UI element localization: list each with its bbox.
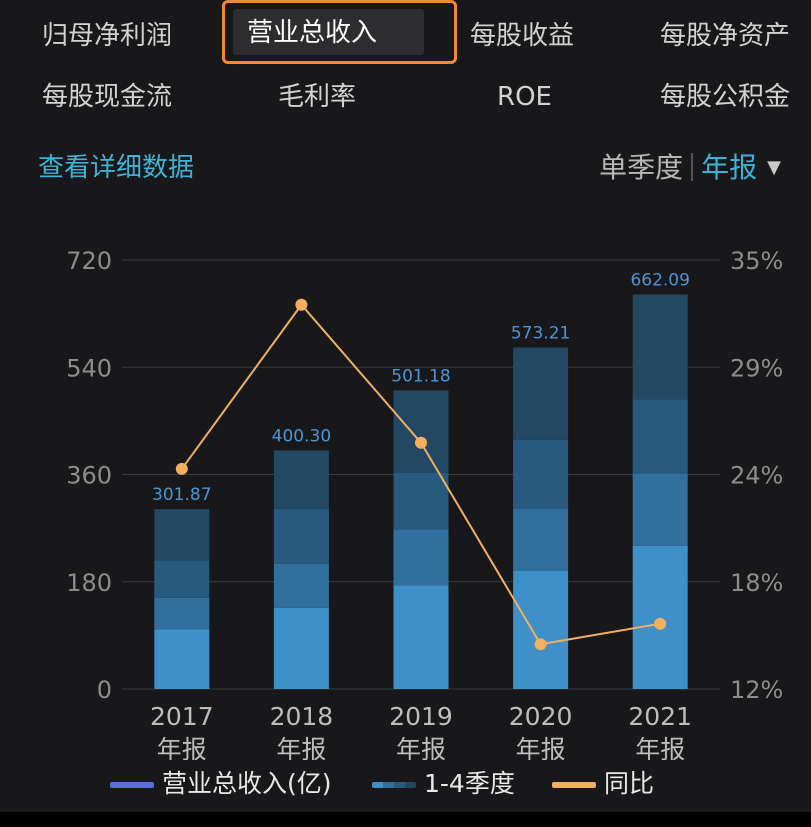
x-tick-suffix: 年报: [276, 735, 326, 760]
bar-segment-q2: [154, 597, 210, 630]
bar-value-label: 400.30: [272, 426, 331, 446]
x-tick-year: 2018: [270, 702, 334, 731]
bar-segment-q1: [393, 585, 449, 689]
bar-value-label: 662.09: [630, 271, 689, 291]
bar-segment-q3: [513, 439, 569, 509]
y-tick-label: 180: [66, 569, 112, 597]
bar-segment-q1: [154, 629, 210, 689]
bar-segment-q2: [632, 473, 688, 546]
tab-reserve-per-share[interactable]: 每股公积金: [660, 82, 791, 112]
yoy-point: [295, 298, 308, 311]
bar-segment-q4: [632, 294, 688, 400]
bar-segment-q3: [632, 399, 688, 474]
tab-total-revenue-label: 营业总收入: [247, 18, 378, 48]
y-tick-label: 540: [66, 354, 112, 382]
bar-segment-q3: [154, 560, 210, 598]
chart-legend: 营业总收入(亿) 1-4季度 同比: [0, 764, 811, 804]
legend-item-total: 营业总收入(亿): [110, 764, 332, 804]
y2-tick-label: 29%: [730, 354, 783, 382]
bar-segment-q2: [273, 563, 329, 608]
bottom-bar: [0, 812, 811, 827]
legend-item-quarters: 1-4季度: [372, 764, 515, 804]
y-tick-label: 720: [66, 247, 112, 275]
x-tick-year: 2019: [389, 702, 453, 731]
legend-label-yoy: 同比: [604, 769, 655, 798]
y2-tick-label: 12%: [730, 676, 783, 704]
period-annual-option[interactable]: 年报: [701, 151, 758, 184]
period-switch: 单季度 年报 ▼: [599, 148, 781, 188]
bar-segment-q4: [393, 390, 449, 473]
tab-cash-flow-per-share[interactable]: 每股现金流: [42, 82, 173, 112]
view-detail-link[interactable]: 查看详细数据: [38, 153, 195, 183]
bar-segment-q1: [273, 607, 329, 689]
tab-total-revenue[interactable]: 营业总收入: [222, 0, 457, 64]
bar-segment-q1: [632, 545, 688, 689]
yoy-point: [534, 638, 547, 651]
revenue-chart: 0 180 360 540 720 12% 18% 24% 29% 35% 301.87 2017 年报…: [66, 247, 783, 760]
y-tick-label: 0: [97, 676, 112, 704]
x-tick-year: 2020: [509, 702, 573, 731]
bar-value-label: 501.18: [391, 366, 450, 386]
y2-tick-label: 35%: [730, 247, 783, 275]
chevron-down-icon[interactable]: ▼: [767, 157, 781, 178]
bar-segment-q3: [273, 508, 329, 564]
tab-bvps[interactable]: 每股净资产: [660, 21, 791, 51]
bar-segment-q4: [154, 509, 210, 561]
y2-tick-label: 18%: [730, 569, 783, 597]
bar-segment-q4: [513, 347, 569, 440]
legend-label-total: 营业总收入(亿): [162, 769, 332, 798]
x-tick-suffix: 年报: [157, 735, 207, 760]
bar-value-label: 301.87: [152, 485, 211, 505]
bar-segment-q3: [393, 472, 449, 530]
y-tick-label: 360: [66, 462, 112, 490]
x-tick-suffix: 年报: [516, 735, 566, 760]
x-tick-suffix: 年报: [635, 735, 685, 760]
bar-segment-q2: [393, 529, 449, 586]
x-tick-suffix: 年报: [396, 735, 446, 760]
legend-item-yoy: 同比: [552, 764, 654, 804]
legend-swatch-yoy: [552, 782, 596, 788]
period-quarterly-option[interactable]: 单季度: [599, 151, 684, 184]
bar-value-label: 573.21: [511, 323, 570, 343]
legend-swatch-quarters: [372, 782, 416, 788]
legend-label-quarters: 1-4季度: [424, 769, 515, 798]
yoy-point: [175, 462, 188, 475]
yoy-point: [415, 436, 427, 449]
tab-net-profit[interactable]: 归母净利润: [42, 21, 173, 51]
y2-tick-label: 24%: [730, 462, 783, 490]
x-tick-year: 2017: [150, 702, 214, 731]
legend-swatch-total: [110, 782, 154, 788]
bar-segment-q2: [513, 508, 569, 571]
bar-segment-q4: [273, 450, 329, 509]
x-tick-year: 2021: [628, 702, 692, 731]
period-divider: [691, 153, 694, 181]
tab-eps[interactable]: 每股收益: [470, 21, 575, 51]
yoy-point: [654, 617, 667, 630]
tab-gross-margin[interactable]: 毛利率: [278, 82, 357, 112]
tab-roe[interactable]: ROE: [497, 82, 552, 112]
bar-segment-q1: [513, 570, 569, 689]
indicator-tabs: 归母净利润 营业总收入 每股收益 每股净资产 每股现金流 毛利率 ROE 每股公…: [0, 0, 811, 140]
tab-active-highlight: [233, 9, 424, 55]
